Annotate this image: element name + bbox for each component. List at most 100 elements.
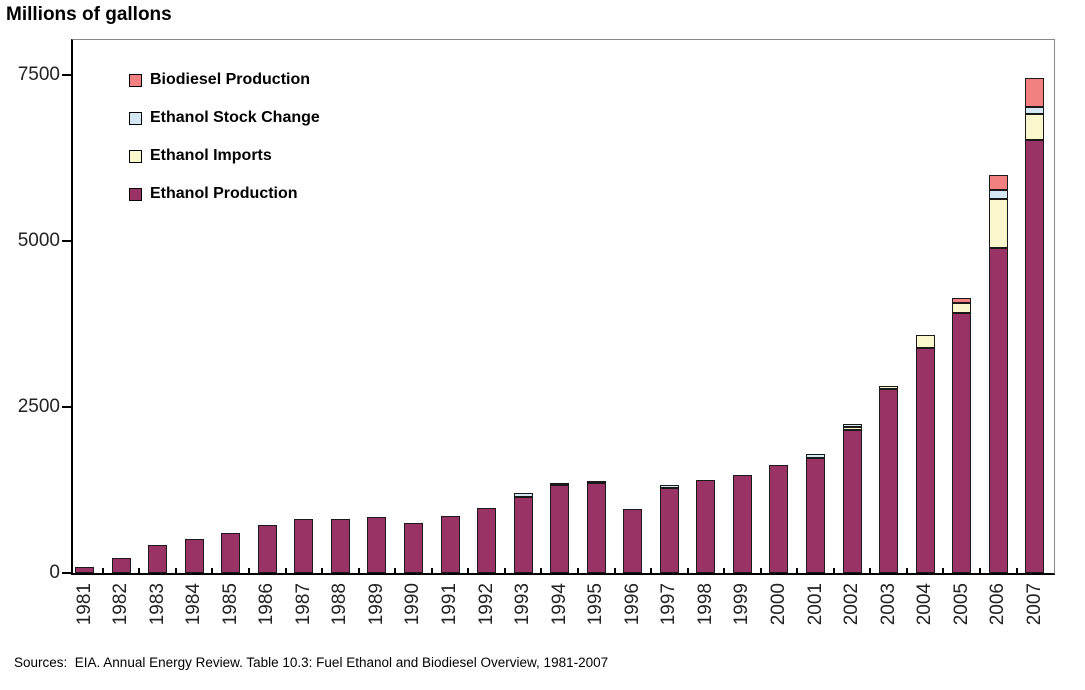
bar-segment-biodiesel-production <box>952 298 972 304</box>
x-axis-label: 2000 <box>767 583 789 626</box>
x-axis-label: 1996 <box>621 583 643 626</box>
x-tick <box>796 568 799 573</box>
x-tick <box>686 568 689 573</box>
bar-segment-ethanol-production <box>403 522 423 573</box>
y-axis-label: 7500 <box>17 64 60 85</box>
bar-segment-ethanol-stock-change <box>988 190 1008 199</box>
x-axis-label: 1989 <box>365 583 387 626</box>
bar-segment-biodiesel-production <box>988 174 1008 191</box>
x-axis-label: 1982 <box>110 583 131 626</box>
x-axis-label: 1981 <box>73 583 95 626</box>
bar-segment-ethanol-production <box>148 545 168 573</box>
y-tick <box>62 74 71 76</box>
x-axis-label: 1993 <box>512 583 534 626</box>
production-swatch-icon <box>129 187 142 201</box>
x-tick <box>540 568 543 573</box>
bar-segment-ethanol-production <box>696 480 716 573</box>
bar-segment-ethanol-production <box>367 517 387 573</box>
x-tick <box>613 568 616 573</box>
chart-title: Millions of gallons <box>6 4 172 25</box>
x-tick <box>394 568 397 573</box>
x-axis-label: 1990 <box>402 583 424 626</box>
x-tick <box>430 568 433 573</box>
bar-segment-ethanol-production <box>75 567 94 573</box>
bar-segment-ethanol-stock-change <box>659 485 679 488</box>
x-axis-label: 1998 <box>694 583 716 626</box>
x-axis-label: 1987 <box>292 583 314 626</box>
x-tick <box>832 568 835 573</box>
bar-segment-ethanol-production <box>111 557 131 573</box>
x-tick <box>138 568 141 573</box>
bar-segment-ethanol-imports <box>915 335 935 348</box>
x-tick <box>174 568 177 573</box>
biodiesel-swatch-icon <box>129 73 142 87</box>
bar-segment-ethanol-stock-change <box>842 423 862 428</box>
x-axis-label: 1991 <box>439 583 460 626</box>
x-axis-label: 1985 <box>219 583 241 626</box>
bar-segment-ethanol-production <box>1025 140 1045 573</box>
bar-segment-ethanol-imports <box>879 386 899 390</box>
x-axis-label: 2002 <box>841 583 862 626</box>
legend-label: Ethanol Production <box>150 185 298 202</box>
x-tick <box>905 568 908 573</box>
legend-item-production: Ethanol Production <box>129 186 320 202</box>
bar-segment-ethanol-production <box>221 532 241 573</box>
x-tick <box>467 568 470 573</box>
source-note: Sources: EIA. Annual Energy Review. Tabl… <box>14 655 609 670</box>
bar-segment-ethanol-imports <box>842 427 862 431</box>
plot-area: 1981 1982 1983 1984 1985 1986 1987 1988 1989 1990… <box>71 39 1055 625</box>
bar-segment-ethanol-production <box>586 482 606 573</box>
legend-item-stock-change: Ethanol Stock Change <box>129 110 320 126</box>
bar-segment-ethanol-stock-change <box>1025 106 1045 114</box>
y-axis-label: 0 <box>49 562 60 583</box>
bar-segment-ethanol-imports <box>988 198 1008 249</box>
x-axis-label: 1992 <box>475 583 497 626</box>
x-tick <box>869 568 872 573</box>
legend: Biodiesel Production Ethanol Stock Chang… <box>129 72 320 224</box>
y-tick <box>62 572 71 574</box>
bar-segment-ethanol-production <box>769 465 789 573</box>
bar-segment-ethanol-production <box>659 488 679 573</box>
bar-segment-ethanol-production <box>184 538 204 573</box>
x-axis-label: 2007 <box>1023 583 1045 626</box>
bar-segment-ethanol-production <box>952 313 972 573</box>
x-axis-label: 1986 <box>256 583 278 626</box>
legend-item-imports: Ethanol Imports <box>129 148 320 164</box>
y-tick <box>62 240 71 242</box>
bar-segment-ethanol-production <box>477 507 496 573</box>
legend-label: Ethanol Stock Change <box>150 109 320 126</box>
x-axis-label: 1997 <box>658 583 680 626</box>
x-tick <box>979 568 981 573</box>
y-axis-label: 2500 <box>17 396 60 417</box>
x-tick <box>576 568 579 573</box>
x-tick <box>723 568 726 573</box>
y-axis-label: 5000 <box>17 230 60 251</box>
bar-segment-biodiesel-production <box>1025 77 1045 107</box>
legend-label: Ethanol Imports <box>150 147 272 164</box>
bar-segment-ethanol-production <box>550 485 570 573</box>
x-axis-label: 1999 <box>731 583 753 626</box>
x-tick <box>1015 568 1018 573</box>
x-tick <box>211 568 214 573</box>
bar-segment-ethanol-imports <box>1025 113 1045 141</box>
bar-segment-ethanol-production <box>257 524 277 573</box>
bar-segment-ethanol-stock-change <box>586 480 606 483</box>
x-tick <box>650 568 652 573</box>
legend-label: Biodiesel Production <box>150 71 311 88</box>
bar-segment-ethanol-production <box>842 430 862 573</box>
x-axis-label: 1988 <box>329 583 351 626</box>
bar-segment-ethanol-production <box>806 457 825 573</box>
stock-change-swatch-icon <box>129 111 142 125</box>
x-axis-label: 1994 <box>548 583 570 626</box>
imports-swatch-icon <box>129 149 142 163</box>
bar-segment-ethanol-production <box>440 515 460 573</box>
x-tick <box>321 568 324 573</box>
x-axis-label: 1984 <box>183 583 205 626</box>
x-axis-label: 2003 <box>877 583 899 626</box>
x-tick <box>759 568 762 573</box>
legend-item-biodiesel: Biodiesel Production <box>129 72 320 88</box>
x-tick <box>503 568 506 573</box>
bar-segment-ethanol-stock-change <box>806 453 825 458</box>
x-axis-label: 2006 <box>987 583 1009 626</box>
